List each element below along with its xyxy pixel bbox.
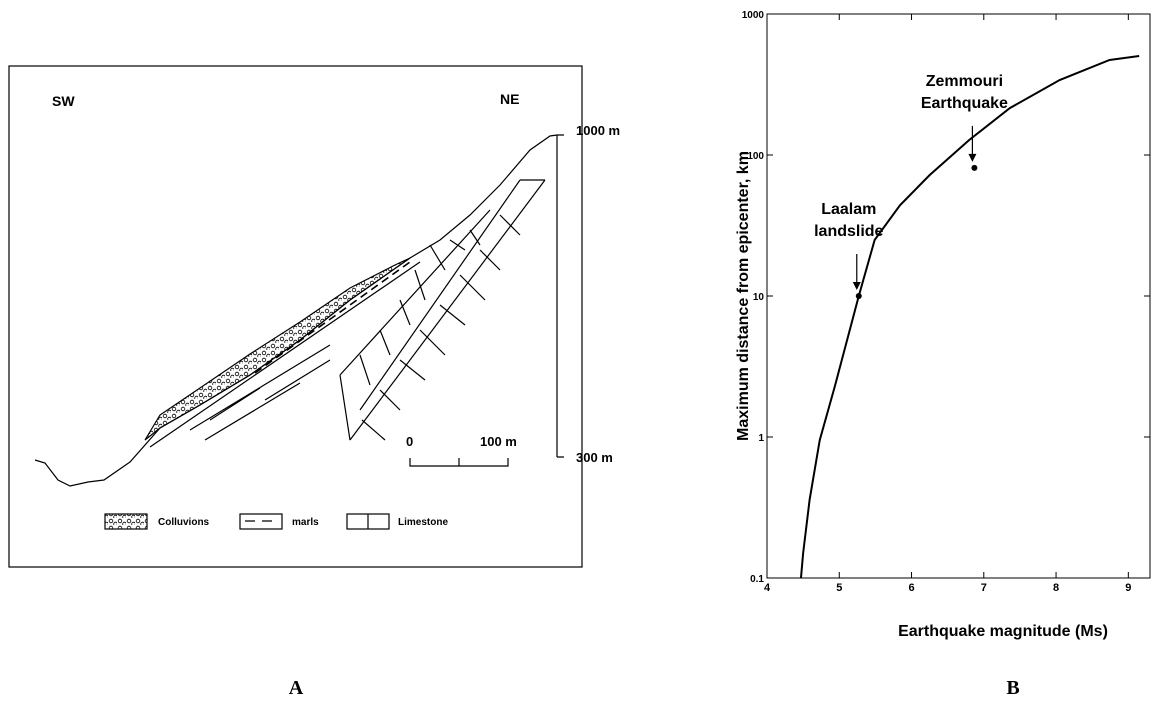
annotation-label: landslide xyxy=(814,223,883,240)
y-tick-label: 1 xyxy=(758,433,764,444)
marl-lines xyxy=(149,261,421,448)
x-axis-label: Earthquake magnitude (Ms) xyxy=(898,623,1108,640)
y-tick-label: 100 xyxy=(747,151,764,162)
legend-label: Colluvions xyxy=(158,517,210,528)
y-tick-label: 10 xyxy=(753,292,765,303)
elevation-label: 300 m xyxy=(576,450,613,465)
y-axis-label: Maximum distance from epicenter, km xyxy=(735,151,752,441)
direction-label: SW xyxy=(52,93,75,109)
frame xyxy=(8,65,583,568)
y-tick-label: 1000 xyxy=(742,10,765,21)
y-tick-label: 0.1 xyxy=(750,574,764,585)
x-tick-label: 8 xyxy=(1053,582,1059,594)
annotation-arrowhead xyxy=(968,153,977,162)
caption: A xyxy=(289,677,304,699)
panel-a-labels: SW NE 1000 m 300 m 0 100 m Colluvions ma… xyxy=(52,91,620,699)
annotation-arrowhead xyxy=(852,282,861,290)
annotation-label: Zemmouri xyxy=(926,73,1003,90)
legend-swatch xyxy=(239,513,283,530)
data-point xyxy=(855,293,862,299)
curve xyxy=(799,54,1140,579)
slip-surface xyxy=(254,261,411,374)
scale-label: 100 m xyxy=(480,434,517,449)
legend-label: marls xyxy=(292,517,319,528)
ground-surface xyxy=(34,134,558,487)
x-tick-label: 9 xyxy=(1125,582,1131,594)
legend-label: Limestone xyxy=(398,517,448,528)
colluvium xyxy=(144,257,411,441)
x-tick-label: 7 xyxy=(981,582,987,594)
panel-a xyxy=(8,65,583,568)
x-tick-label: 6 xyxy=(908,582,914,594)
elevation-label: 1000 m xyxy=(576,123,620,138)
scale-bar xyxy=(409,458,509,467)
x-tick-label: 4 xyxy=(764,582,771,594)
data-point xyxy=(971,164,978,171)
caption: B xyxy=(1006,677,1019,699)
legend-swatch xyxy=(104,513,148,530)
limestone xyxy=(339,179,546,441)
elevation-bar xyxy=(556,134,564,458)
scale-label: 0 xyxy=(406,434,413,449)
x-tick-label: 5 xyxy=(836,582,842,594)
annotation-label: Earthquake xyxy=(921,95,1008,112)
annotation-label: Laalam xyxy=(821,201,876,218)
direction-label: NE xyxy=(500,91,519,107)
